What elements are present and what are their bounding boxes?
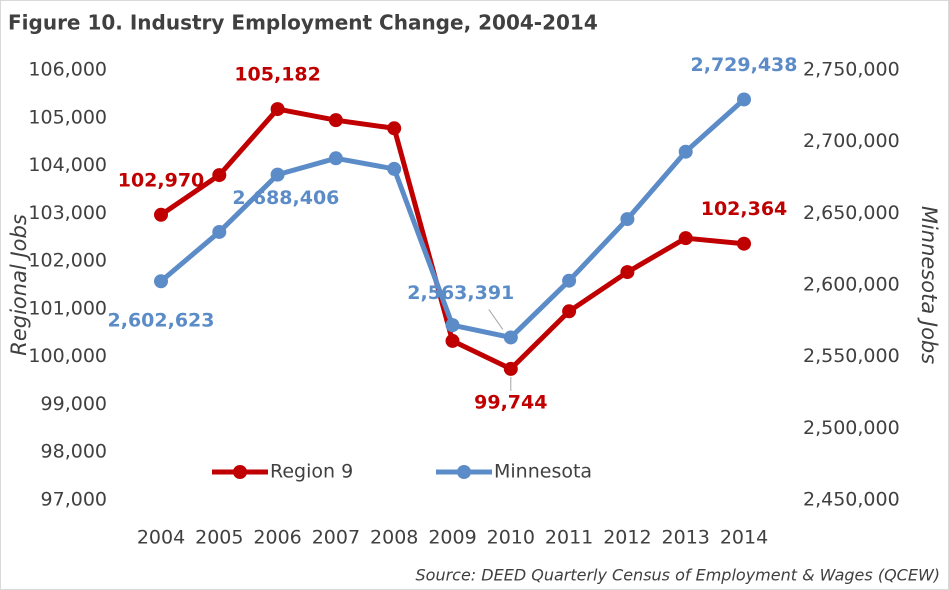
data-label: 102,970 <box>118 169 205 191</box>
y2-tick-label: 2,650,000 <box>803 202 900 224</box>
data-label: 105,182 <box>234 64 321 86</box>
legend-marker <box>233 465 247 479</box>
x-tick-label: 2007 <box>312 527 360 549</box>
y-tick-label: 104,000 <box>28 154 107 176</box>
point <box>620 265 635 280</box>
legend-label: Minnesota <box>494 461 592 483</box>
point <box>270 167 285 182</box>
y2-tick-label: 2,450,000 <box>803 489 900 511</box>
x-tick-label: 2014 <box>720 527 768 549</box>
y2-tick-label: 2,550,000 <box>803 345 900 367</box>
y-tick-label: 101,000 <box>28 297 107 319</box>
data-label: 99,744 <box>474 391 547 413</box>
point <box>387 161 402 176</box>
y-tick-label: 97,000 <box>41 489 107 511</box>
x-tick-label: 2005 <box>195 527 243 549</box>
point <box>737 92 751 107</box>
point <box>270 102 285 117</box>
point <box>737 236 751 251</box>
x-tick-label: 2008 <box>370 527 418 549</box>
y-tick-label: 106,000 <box>28 59 107 81</box>
point <box>562 273 577 288</box>
legend-marker <box>457 465 471 479</box>
y-tick-label: 100,000 <box>28 345 107 367</box>
data-label: 2,688,406 <box>232 187 339 209</box>
x-tick-label: 2013 <box>662 527 710 549</box>
y2-tick-label: 2,750,000 <box>803 59 900 81</box>
point <box>212 168 227 183</box>
point <box>678 144 693 159</box>
point <box>445 318 460 333</box>
point <box>562 304 577 319</box>
point <box>212 224 227 239</box>
x-tick-label: 2010 <box>487 527 535 549</box>
y-tick-label: 105,000 <box>28 106 107 128</box>
y-tick-label: 103,000 <box>28 202 107 224</box>
y-tick-label: 98,000 <box>41 441 107 463</box>
point <box>154 207 168 222</box>
point <box>620 212 635 227</box>
chart-title: Figure 10. Industry Employment Change, 2… <box>8 11 598 35</box>
y2-tick-label: 2,700,000 <box>803 130 900 152</box>
point <box>387 121 402 136</box>
leader-line <box>488 309 504 330</box>
x-tick-label: 2012 <box>603 527 651 549</box>
y2-axis-label: Minnesota Jobs <box>917 206 941 364</box>
x-tick-label: 2009 <box>428 527 476 549</box>
y-tick-label: 99,000 <box>41 393 107 415</box>
x-tick-label: 2006 <box>253 527 301 549</box>
point <box>678 231 693 246</box>
source: Source: DEED Quarterly Census of Employm… <box>416 566 941 585</box>
point <box>154 274 168 289</box>
point <box>328 113 343 128</box>
x-tick-label: 2004 <box>137 527 185 549</box>
point <box>503 330 518 345</box>
point <box>445 333 460 348</box>
data-label: 102,364 <box>701 198 788 220</box>
y2-tick-label: 2,600,000 <box>803 274 900 296</box>
y-axis-label: Regional Jobs <box>7 214 31 356</box>
x-tick-label: 2011 <box>545 527 593 549</box>
data-label: 2,602,623 <box>108 310 215 332</box>
point <box>503 361 518 376</box>
data-label: 2,563,391 <box>407 282 514 304</box>
y2-tick-label: 2,500,000 <box>803 417 900 439</box>
y-tick-label: 102,000 <box>28 250 107 272</box>
point <box>328 151 343 166</box>
data-label: 2,729,438 <box>691 54 798 76</box>
legend-label: Region 9 <box>270 461 353 483</box>
